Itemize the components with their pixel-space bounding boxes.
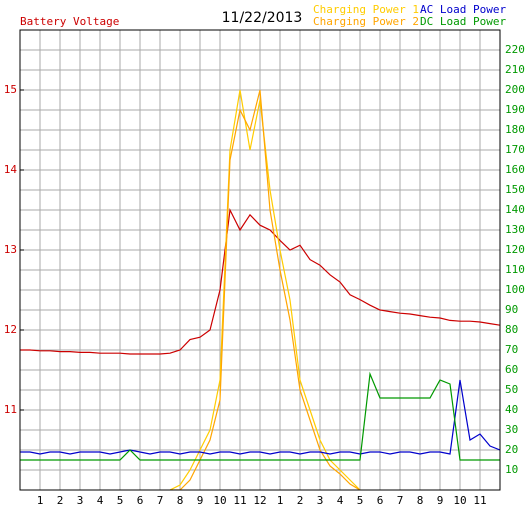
y2-tick-label: 130 [505,223,525,236]
y2-tick-label: 190 [505,103,525,116]
y2-tick-label: 200 [505,83,525,96]
x-tick-label: 10 [213,494,226,507]
x-tick-label: 6 [137,494,144,507]
legend-entry: Charging Power 1 [313,3,419,16]
y-tick-label: 13 [4,243,17,256]
y2-tick-label: 160 [505,163,525,176]
x-tick-label: 12 [253,494,266,507]
x-tick-label: 9 [197,494,204,507]
chart-title: 11/22/2013 [222,10,303,26]
x-tick-label: 1 [277,494,284,507]
x-tick-label: 7 [397,494,404,507]
y2-tick-label: 210 [505,63,525,76]
x-tick-label: 9 [437,494,444,507]
y-tick-label: 11 [4,403,17,416]
x-tick-label: 5 [357,494,364,507]
grid [20,30,500,490]
y2-tick-label: 110 [505,263,525,276]
legend-entry: Battery Voltage [20,15,119,28]
plot-border [19,29,501,491]
y-tick-label: 14 [4,163,18,176]
y2-tick-label: 220 [505,43,525,56]
legend-entry: DC Load Power [420,15,506,28]
x-tick-label: 3 [317,494,324,507]
y-tick-label: 12 [4,323,17,336]
y2-tick-label: 20 [505,443,518,456]
series-line [20,371,500,461]
x-tick-label: 8 [417,494,424,507]
x-tick-label: 11 [233,494,246,507]
y2-tick-label: 120 [505,243,525,256]
y2-tick-label: 170 [505,143,525,156]
y2-tick-label: 180 [505,123,525,136]
y2-tick-label: 70 [505,343,518,356]
y2-tick-label: 90 [505,303,518,316]
x-tick-label: 6 [377,494,384,507]
lines [20,89,500,490]
legend-entry: Charging Power 2 [313,15,419,28]
x-tick-label: 2 [297,494,304,507]
x-tick-label: 3 [77,494,84,507]
y2-tick-label: 150 [505,183,525,196]
y2-tick-label: 30 [505,423,518,436]
series-line [170,89,361,490]
y2-tick-label: 140 [505,203,525,216]
y2-tick-label: 100 [505,283,525,296]
x-tick-label: 4 [337,494,344,507]
y2-tick-label: 10 [505,463,518,476]
x-tick-label: 11 [473,494,486,507]
x-tick-label: 8 [177,494,184,507]
x-tick-label: 5 [117,494,124,507]
labels: 1 2 3 4 5 6 7 8 9 10 11 12 1 2 3 4 5 6 7 8 9 10 11102030405060… [4,3,525,507]
x-tick-label: 10 [453,494,466,507]
series-line [20,379,500,455]
y-tick-label: 15 [4,83,17,96]
x-tick-label: 7 [157,494,164,507]
x-tick-label: 1 [37,494,44,507]
y2-tick-label: 80 [505,323,518,336]
y2-tick-label: 60 [505,363,518,376]
x-tick-label: 4 [97,494,104,507]
y2-tick-label: 50 [505,383,518,396]
series-line [20,207,500,355]
x-tick-label: 2 [57,494,64,507]
legend-entry: AC Load Power [420,3,506,16]
y2-tick-label: 40 [505,403,518,416]
